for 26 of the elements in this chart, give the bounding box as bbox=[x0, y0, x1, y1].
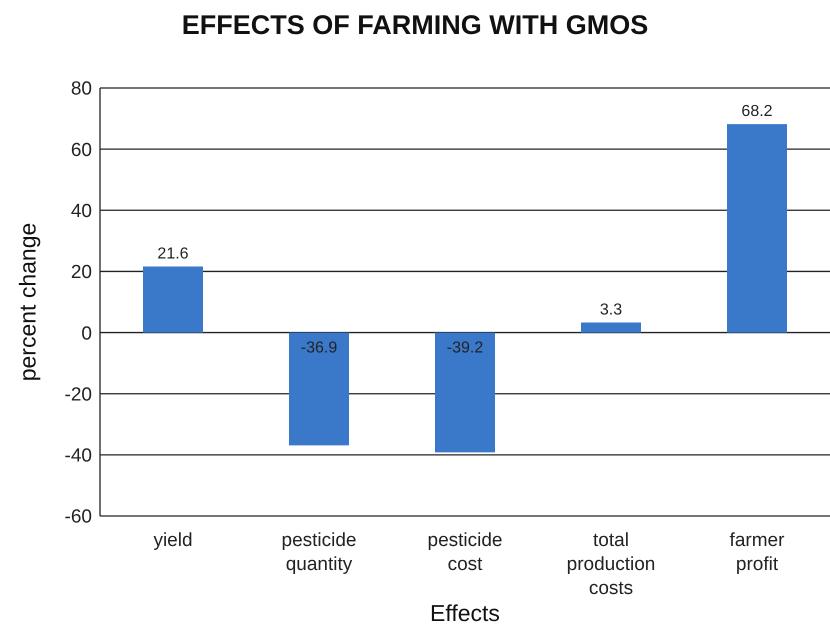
y-tick-label: 0 bbox=[81, 323, 92, 344]
bar bbox=[581, 322, 641, 333]
y-tick-label: 40 bbox=[70, 201, 92, 222]
y-tick-label: -20 bbox=[64, 384, 92, 406]
x-tick-label: pesticide quantity bbox=[282, 530, 356, 575]
data-label: -36.9 bbox=[300, 340, 338, 357]
y-tick-label: 20 bbox=[70, 262, 92, 284]
x-axis-title: Effects bbox=[429, 600, 501, 627]
y-tick-label: -60 bbox=[64, 506, 92, 528]
x-tick-label: farmer profit bbox=[730, 530, 786, 575]
bar bbox=[143, 266, 203, 333]
y-tick-label: 80 bbox=[70, 78, 92, 100]
x-tick-label: pesticide cost bbox=[428, 530, 502, 575]
data-label: -39.2 bbox=[446, 340, 484, 357]
y-tick-label: -40 bbox=[64, 446, 92, 467]
y-axis-title: percent change bbox=[14, 222, 42, 382]
x-tick-label: yield bbox=[153, 530, 193, 551]
x-tick-label: total production costs bbox=[566, 530, 656, 599]
data-label: 21.6 bbox=[157, 246, 189, 263]
data-label: 3.3 bbox=[600, 301, 622, 318]
y-tick-label: 60 bbox=[70, 140, 92, 161]
bar bbox=[435, 332, 495, 452]
data-label: 68.2 bbox=[741, 103, 773, 120]
chart-title: EFFECTS OF FARMING WITH GMOS bbox=[180, 10, 650, 41]
bar bbox=[289, 332, 349, 446]
bar bbox=[727, 124, 787, 333]
